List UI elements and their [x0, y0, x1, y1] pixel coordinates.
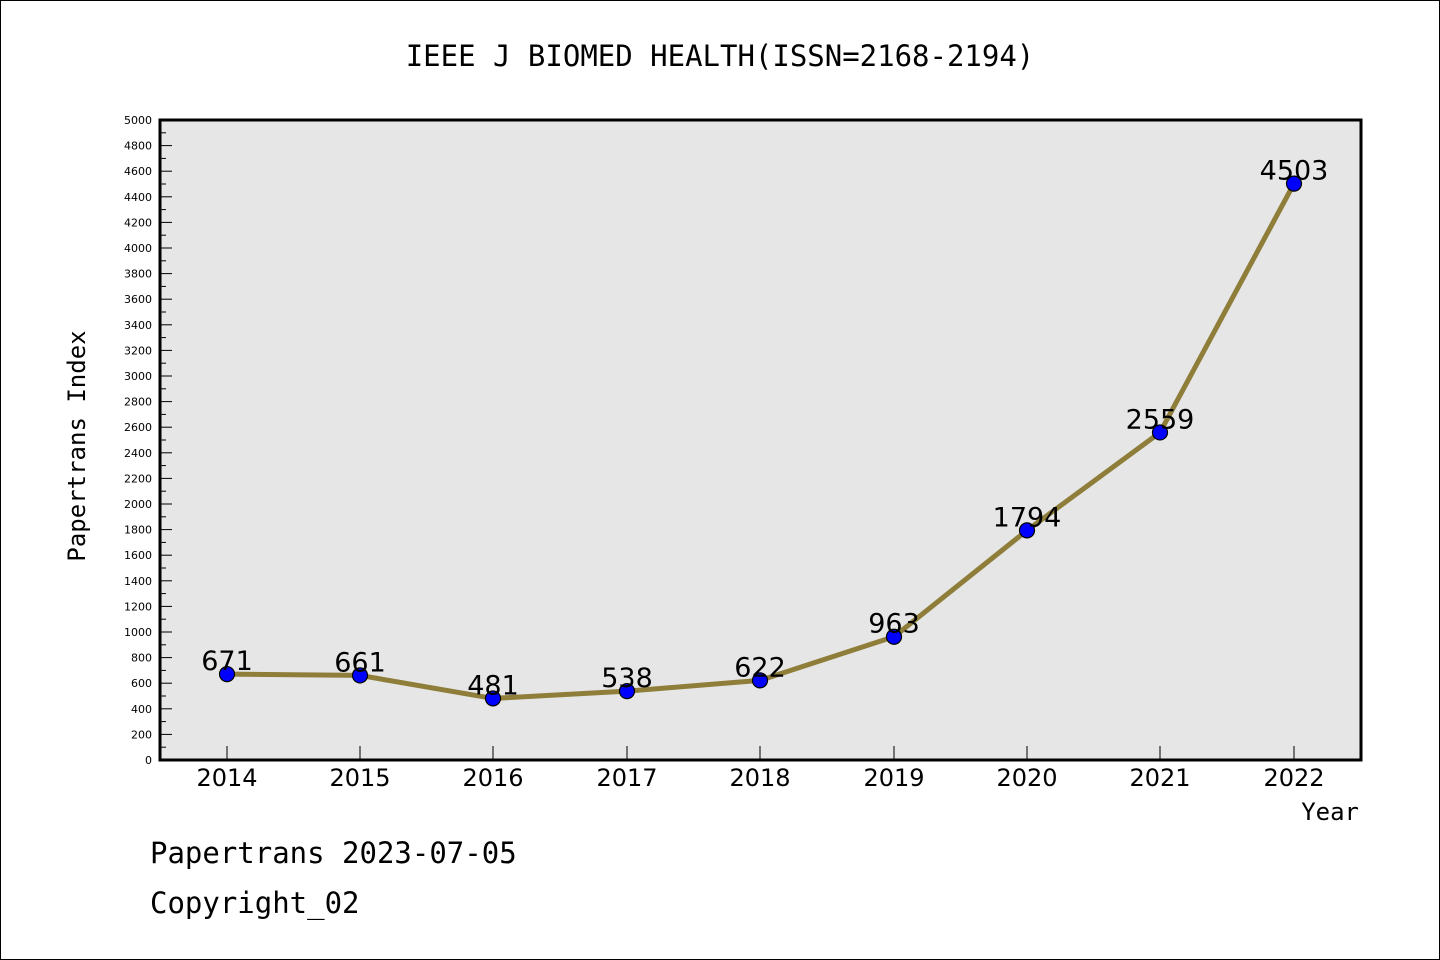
- plot-border: [158, 118, 1363, 762]
- y-axis-ticks: 0 200 400 600 800 1000 1200 1400 1600 1800 2000 220…: [124, 114, 172, 767]
- data-label-2016: 481: [467, 670, 519, 701]
- x-tick-label-2014: 2014: [196, 764, 257, 792]
- y-tick-label-0: 0: [145, 754, 152, 767]
- y-tick-label-4600: 4600: [124, 165, 152, 178]
- data-point-2016: [484, 690, 502, 707]
- y-tick-label-2400: 2400: [124, 447, 152, 460]
- x-tick-label-2016: 2016: [462, 764, 523, 792]
- y-tick-label-3200: 3200: [124, 344, 152, 357]
- data-point-2015: [351, 667, 369, 684]
- footer-date-line: Papertrans 2023-07-05: [150, 836, 517, 870]
- x-tick-label-2019: 2019: [863, 764, 924, 792]
- y-tick-label-3400: 3400: [124, 319, 152, 332]
- x-tick-label-2015: 2015: [329, 764, 390, 792]
- data-label-2017: 538: [601, 663, 653, 694]
- y-tick-label-2000: 2000: [124, 498, 152, 511]
- data-point-2019: [885, 628, 903, 645]
- y-axis-label: Papertrans Index: [63, 330, 91, 561]
- y-tick-label-1200: 1200: [124, 600, 152, 613]
- footer-copyright-line: Copyright_02: [150, 886, 360, 920]
- data-point-2021: [1151, 424, 1169, 441]
- y-tick-label-4800: 4800: [124, 140, 152, 153]
- y-tick-label-4400: 4400: [124, 191, 152, 204]
- data-label-2019: 963: [868, 609, 920, 640]
- data-markers: [218, 175, 1303, 707]
- data-label-2020: 1794: [993, 502, 1062, 533]
- x-tick-label-2020: 2020: [996, 764, 1057, 792]
- x-axis-label: Year: [1301, 798, 1359, 826]
- y-tick-label-2600: 2600: [124, 421, 152, 434]
- y-tick-label-1800: 1800: [124, 524, 152, 537]
- y-tick-label-4000: 4000: [124, 242, 152, 255]
- y-tick-label-1600: 1600: [124, 549, 152, 562]
- x-tick-label-2021: 2021: [1129, 764, 1190, 792]
- y-tick-label-200: 200: [131, 728, 152, 741]
- y-tick-label-800: 800: [131, 652, 152, 665]
- y-tick-label-2800: 2800: [124, 396, 152, 409]
- chart-title: IEEE J BIOMED HEALTH(ISSN=2168-2194): [406, 39, 1035, 73]
- y-tick-label-3800: 3800: [124, 268, 152, 281]
- data-label-2014: 671: [201, 646, 253, 677]
- data-label-2015: 661: [334, 647, 386, 678]
- y-tick-label-400: 400: [131, 703, 152, 716]
- data-labels: 671 661 481 538 622 963 1794 2559 4503: [201, 156, 1328, 702]
- data-point-2014: [218, 666, 236, 683]
- y-tick-label-600: 600: [131, 677, 152, 690]
- data-label-2018: 622: [734, 652, 786, 683]
- data-point-2017: [618, 683, 636, 700]
- data-label-2022: 4503: [1260, 156, 1329, 187]
- y-tick-label-1400: 1400: [124, 575, 152, 588]
- y-tick-label-5000: 5000: [124, 114, 152, 127]
- x-tick-label-2022: 2022: [1263, 764, 1324, 792]
- y-tick-label-3000: 3000: [124, 370, 152, 383]
- y-tick-label-4200: 4200: [124, 216, 152, 229]
- data-point-2020: [1018, 522, 1036, 539]
- data-label-2021: 2559: [1126, 404, 1195, 435]
- x-tick-label-2018: 2018: [729, 764, 790, 792]
- x-axis-ticks: 2014 2015 2016 2017 2018 2019 2020 2021 2022: [196, 746, 1325, 792]
- data-point-2022: [1285, 175, 1303, 192]
- y-tick-label-3600: 3600: [124, 293, 152, 306]
- y-tick-label-1000: 1000: [124, 626, 152, 639]
- y-tick-label-2200: 2200: [124, 472, 152, 485]
- data-point-2018: [751, 672, 769, 689]
- x-tick-label-2017: 2017: [596, 764, 657, 792]
